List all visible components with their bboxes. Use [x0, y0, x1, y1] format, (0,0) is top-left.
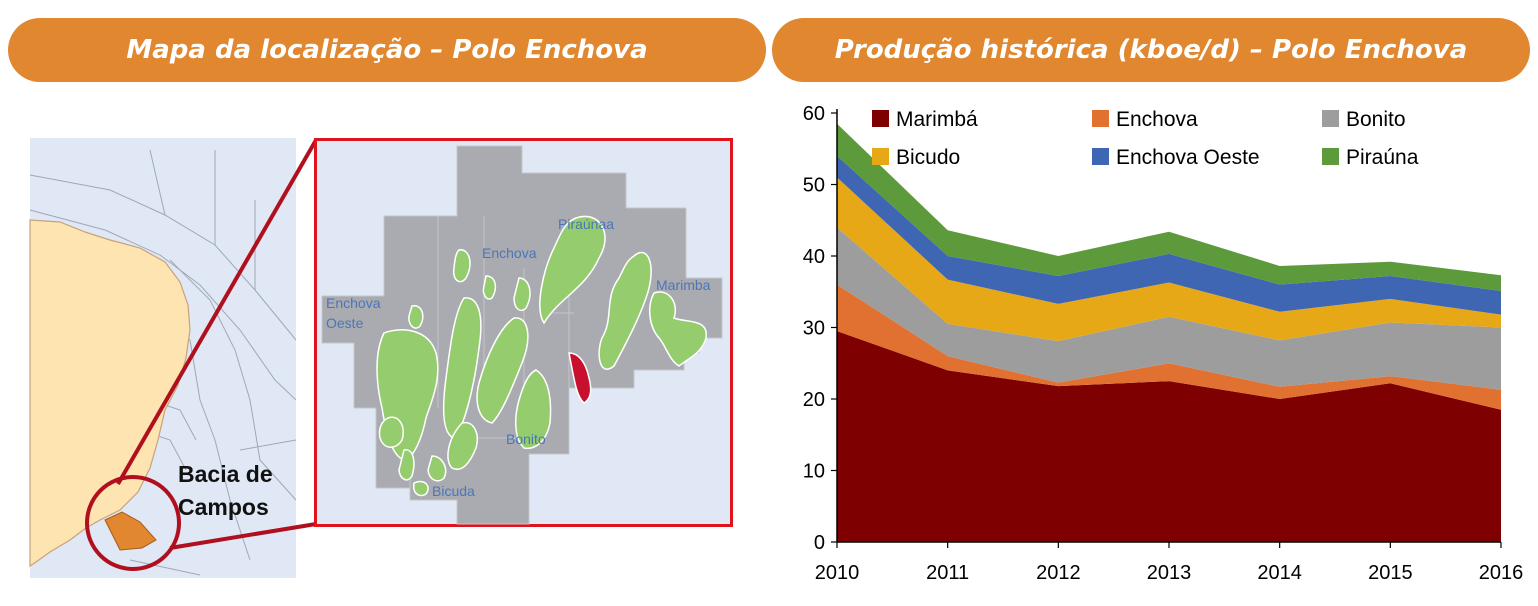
- area-series-5: [837, 123, 1501, 291]
- detail-map: Enchova Piraúnaa Marimba Enchova Oeste B…: [314, 138, 733, 527]
- basin-highlight-circle: [85, 475, 181, 571]
- field-bicuda-5: [412, 480, 429, 497]
- y-tick-label: 0: [814, 532, 825, 554]
- callout-line-top: [116, 139, 318, 485]
- label-bicuda: Bicuda: [432, 483, 475, 499]
- x-tick-label: 2012: [1036, 562, 1081, 584]
- area-series-4: [837, 155, 1501, 315]
- legend-label: Enchova Oeste: [1116, 146, 1260, 169]
- field-piraunaa: [539, 215, 606, 325]
- legend-label: Enchova: [1116, 108, 1198, 131]
- legend-swatch: [872, 110, 889, 127]
- x-tick-label: 2013: [1147, 562, 1192, 584]
- map-section-banner: Mapa da localização – Polo Enchova: [8, 18, 766, 82]
- field-enchova-5: [513, 277, 531, 312]
- legend-swatch: [1092, 148, 1109, 165]
- label-enchova-oeste-2: Oeste: [326, 315, 364, 331]
- field-marimba-highlight: [568, 352, 592, 404]
- field-marimba: [598, 251, 652, 370]
- label-piraunaa: Piraúnaa: [558, 216, 614, 232]
- x-tick-label: 2010: [815, 562, 860, 584]
- legend-swatch: [1092, 110, 1109, 127]
- field-bonito: [514, 369, 552, 450]
- callout-line-bottom: [169, 522, 317, 550]
- field-bicuda-1: [447, 421, 478, 470]
- field-enchova-oeste-small: [408, 305, 424, 329]
- basin-label: Bacia de Campos: [178, 461, 273, 520]
- x-tick-label: 2011: [926, 562, 969, 584]
- chart-legend: Marimbá Enchova Bonito Bicudo Enchova Oeste P…: [872, 108, 1419, 169]
- chart-section-title: Produção histórica (kboe/d) – Polo Encho…: [834, 35, 1468, 65]
- legend-label: Marimbá: [896, 108, 978, 131]
- field-bicuda-2: [378, 416, 404, 448]
- field-bicuda-3: [398, 449, 415, 481]
- chart-section-banner: Produção histórica (kboe/d) – Polo Encho…: [772, 18, 1530, 82]
- map-section-title: Mapa da localização – Polo Enchova: [126, 35, 648, 65]
- brazil-coast-land: [29, 219, 191, 568]
- label-enchova-oeste-1: Enchova: [326, 295, 381, 311]
- campos-basin-shape: [104, 511, 157, 551]
- label-marimba: Marimba: [656, 277, 711, 293]
- legend-swatch: [1322, 110, 1339, 127]
- legend-label: Bonito: [1346, 108, 1406, 131]
- y-tick-label: 40: [803, 246, 825, 268]
- y-tick-label: 30: [803, 318, 825, 340]
- legend-label: Bicudo: [896, 146, 960, 169]
- x-tick-label: 2015: [1368, 562, 1413, 584]
- legend-label: Piraúna: [1346, 146, 1419, 169]
- field-marimba-east: [648, 291, 707, 367]
- label-bonito: Bonito: [506, 431, 546, 447]
- chart-axes: 0 10 20 30 40 50 60 2010 2011 2012 2013 2014 2015 201…: [803, 103, 1524, 584]
- field-enchova-4: [476, 317, 529, 424]
- y-tick-label: 10: [803, 461, 825, 483]
- y-tick-label: 60: [803, 103, 825, 125]
- production-chart: 0 10 20 30 40 50 60 2010 2011 2012 2013 2014 2015 201…: [803, 103, 1524, 584]
- area-series-0: [837, 331, 1501, 542]
- field-bicuda-4: [427, 455, 447, 482]
- overview-map: [29, 138, 318, 578]
- field-enchova-1: [452, 249, 471, 283]
- oil-fields: [376, 215, 707, 497]
- area-series-3: [837, 177, 1501, 342]
- label-enchova: Enchova: [482, 245, 537, 261]
- chart-areas: [837, 123, 1501, 542]
- area-series-2: [837, 227, 1501, 390]
- y-tick-label: 20: [803, 389, 825, 411]
- legend-swatch: [872, 148, 889, 165]
- y-tick-label: 50: [803, 175, 825, 197]
- x-tick-label: 2016: [1479, 562, 1524, 584]
- field-enchova-2: [482, 275, 497, 300]
- x-tick-label: 2014: [1257, 562, 1302, 584]
- legend-swatch: [1322, 148, 1339, 165]
